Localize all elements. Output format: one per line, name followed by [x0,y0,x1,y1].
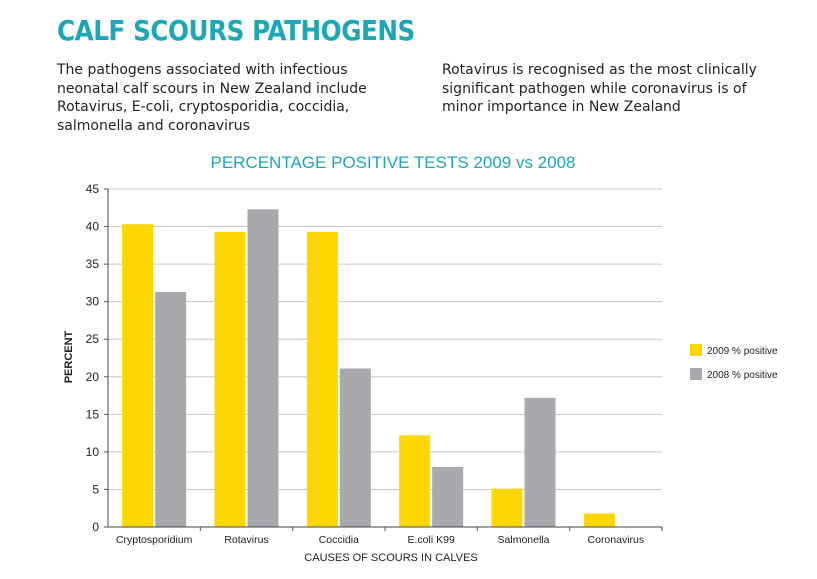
x-tick-label: Coccidia [319,534,359,546]
y-tick-label: 10 [86,445,100,459]
x-tick-label: Coronavirus [588,534,645,546]
bar-2009 [122,224,154,527]
y-axis-label: PERCENT [63,330,75,383]
note-paragraph: Rotavirus is recognised as the most clin… [442,62,757,115]
y-tick-label: 15 [86,407,100,421]
y-tick-label: 45 [86,182,100,196]
x-axis-ticks: Cryptosporidium Rotavirus Coccidia E.coli K… [116,527,663,546]
y-tick-label: 5 [92,482,99,496]
y-tick-label: 35 [86,257,100,271]
bar-2009 [214,231,246,527]
bar-2009 [306,231,338,527]
chart-bars [122,209,615,527]
y-tick-label: 30 [86,295,100,309]
intro-paragraph: The pathogens associated with infectious… [57,62,367,134]
chart-gridlines [108,188,662,490]
y-tick-label: 25 [86,332,100,346]
x-tick-label: Cryptosporidium [116,534,193,546]
legend-label: 2008 % positive [707,370,778,381]
y-tick-label: 0 [92,520,99,534]
legend-label: 2009 % positive [707,346,778,357]
chart-axes [107,189,662,528]
bar-2008 [339,368,371,527]
x-tick-label: Rotavirus [224,534,268,546]
bar-2009 [491,488,523,527]
bar-2008 [524,397,556,527]
y-tick-label: 40 [86,220,100,234]
x-tick-label: Salmonella [498,534,550,546]
bar-2008 [247,209,279,527]
bar-2008 [432,466,464,527]
legend-swatch [690,368,702,380]
page-heading: CALF SCOURS PATHOGENS [57,14,415,47]
x-tick-label: E.coli K99 [408,534,455,546]
bar-2009 [399,435,431,527]
y-tick-label: 20 [86,370,100,384]
bar-2009 [583,513,615,527]
x-axis-label: CAUSES OF SCOURS IN CALVES [304,552,477,564]
chart-title: PERCENTAGE POSITIVE TESTS 2009 vs 2008 [210,153,575,172]
bar-2008 [155,291,187,527]
legend-swatch [690,344,702,356]
chart-legend: 2009 % positive 2008 % positive [690,344,778,381]
y-axis-ticks: 0 5 10 15 20 25 30 35 40 45 [86,182,108,534]
